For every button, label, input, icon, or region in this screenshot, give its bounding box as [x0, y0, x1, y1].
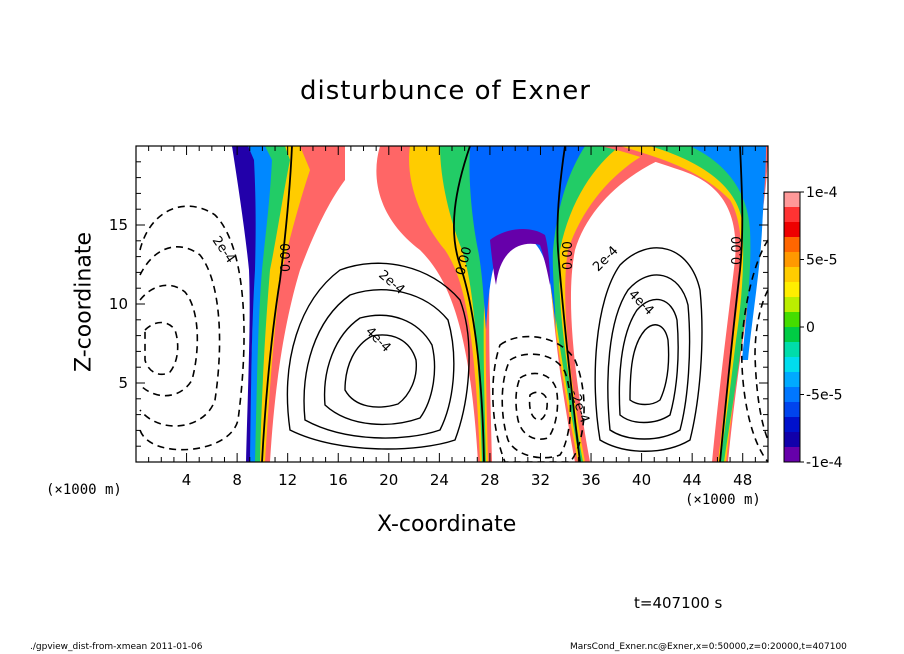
x-tick-label: 48 — [733, 471, 752, 489]
plume-left-yellow — [232, 146, 310, 462]
y-tick-label: 5 — [118, 374, 128, 392]
colorbar-swatch — [784, 387, 800, 403]
chart-title: disturbunce of Exner — [300, 76, 591, 106]
plume-left-purple — [232, 146, 256, 462]
colorbar-swatch — [784, 372, 800, 388]
colorbar-tick-label: 0 — [806, 320, 815, 336]
colorbar-swatch — [784, 327, 800, 343]
plume-right-blue — [690, 146, 766, 360]
x-tick-label: 20 — [379, 471, 398, 489]
time-label: t=407100 s — [634, 594, 723, 612]
y-tick-label: 15 — [109, 216, 128, 234]
colorbar-swatch — [784, 282, 800, 298]
plume-right-green — [650, 146, 758, 462]
colorbar-swatch — [784, 192, 800, 208]
colorbar-swatch — [784, 267, 800, 283]
contour-label: 0.00 — [453, 245, 475, 277]
contour-label: 0.00 — [730, 236, 745, 265]
x-unit-label-left: (×1000 m) — [46, 482, 122, 498]
colorbar-swatch — [784, 402, 800, 418]
colorbar-swatch — [784, 357, 800, 373]
colorbar-swatch — [784, 447, 800, 463]
x-tick-label: 16 — [329, 471, 348, 489]
colorbar-swatch — [784, 297, 800, 313]
field-layer: 2e-4 0.00 2e-4 4e-4 0.00 0.00 2e-4 4e-4 … — [139, 146, 768, 462]
x-unit-label-right: (×1000 m) — [685, 492, 761, 508]
plume-left-green — [232, 146, 290, 462]
contour-label: 0.00 — [279, 243, 294, 272]
y-tick-label: 10 — [109, 295, 128, 313]
x-axis-label: X-coordinate — [377, 512, 517, 537]
x-tick-label: 40 — [632, 471, 651, 489]
x-tick-label: 4 — [182, 471, 192, 489]
colorbar-swatch — [784, 312, 800, 328]
colorbar-swatch — [784, 237, 800, 253]
colorbar-tick-label: -1e-4 — [806, 455, 843, 471]
y-axis: 5 10 15 — [109, 161, 768, 447]
footer-script-name: ./gpview_dist-from-xmean 2011-01-06 — [30, 642, 203, 652]
x-tick-label: 32 — [531, 471, 550, 489]
contours-negative — [139, 205, 768, 462]
colorbar-swatch — [784, 207, 800, 223]
colorbar-swatch — [784, 222, 800, 238]
colorbar-swatch — [784, 432, 800, 448]
x-tick-label: 36 — [581, 471, 600, 489]
x-tick-label: 8 — [232, 471, 242, 489]
colorbar: 1e-4 5e-5 0 -5e-5 -1e-4 — [783, 185, 843, 471]
x-tick-label: 12 — [278, 471, 297, 489]
footer-data-source: MarsCond_Exner.nc@Exner,x=0:50000,z=0:20… — [570, 642, 847, 652]
colorbar-swatch — [784, 342, 800, 358]
x-axis: 4 8 12 16 20 24 28 32 36 40 44 48 — [148, 146, 756, 489]
contours-zero — [261, 146, 744, 462]
colorbar-swatch — [784, 252, 800, 268]
colorbar-tick-label: 5e-5 — [806, 253, 837, 269]
x-tick-label: 28 — [480, 471, 499, 489]
colorbar-tick-label: -5e-5 — [806, 388, 843, 404]
plume-left-blue — [232, 146, 272, 462]
colorbar-tick-label: 1e-4 — [806, 185, 838, 201]
contour-label: 0.00 — [561, 241, 576, 270]
x-tick-label: 24 — [430, 471, 449, 489]
plume-middle-purple — [490, 228, 550, 285]
plume-middle-cavity — [497, 250, 548, 330]
contours-positive — [286, 247, 703, 452]
x-tick-label: 44 — [683, 471, 702, 489]
colorbar-swatch — [784, 417, 800, 433]
plume-right-red — [600, 146, 768, 462]
